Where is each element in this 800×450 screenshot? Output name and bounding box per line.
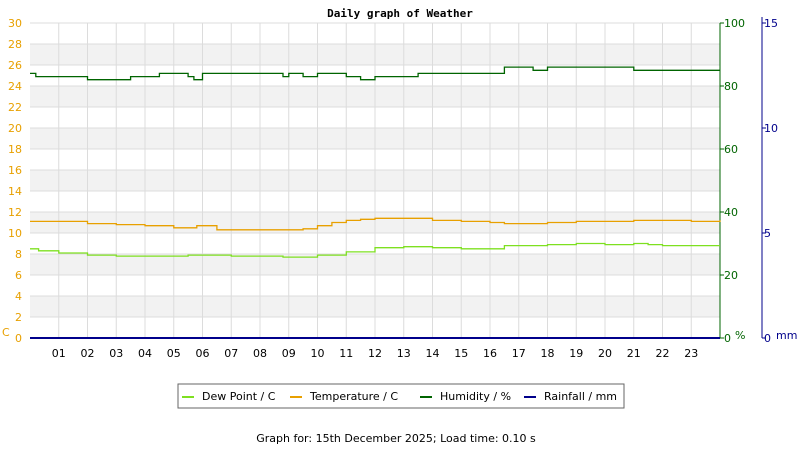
x-tick-label: 16: [483, 347, 497, 360]
rainfall-axis-unit: mm: [776, 329, 797, 342]
x-tick-label: 20: [598, 347, 612, 360]
x-tick-label: 15: [454, 347, 468, 360]
dew-point-c-series-line: [30, 242, 720, 258]
left-axis-unit: C: [2, 326, 10, 339]
x-tick-label: 07: [224, 347, 238, 360]
left-tick-label: 30: [8, 17, 22, 30]
rainfall-tick-label: 10: [764, 122, 778, 135]
x-tick-label: 01: [52, 347, 66, 360]
humidity-tick-label: 20: [724, 269, 738, 282]
rainfall-tick-label: 5: [764, 227, 771, 240]
humidity-tick-label: 0: [724, 332, 731, 345]
x-tick-label: 23: [684, 347, 698, 360]
x-tick-label: 13: [397, 347, 411, 360]
legend: Dew Point / C Temperature / C Humidity / %…: [177, 383, 625, 409]
left-tick-label: 28: [8, 38, 22, 51]
temperature-c-series-line: [30, 217, 721, 231]
x-tick-label: 09: [282, 347, 296, 360]
humidity-series-line: [30, 66, 720, 81]
left-tick-label: 22: [8, 101, 22, 114]
x-tick-label: 03: [109, 347, 123, 360]
x-tick-label: 10: [311, 347, 325, 360]
legend-label-temperature-c: Temperature / C: [309, 390, 398, 403]
x-tick-label: 06: [196, 347, 210, 360]
x-tick-label: 04: [138, 347, 152, 360]
left-tick-label: 6: [15, 269, 22, 282]
x-tick-label: 22: [656, 347, 670, 360]
legend-label-dew-point-c: Dew Point / C: [202, 390, 276, 403]
x-axis-ticks: 01 02 03 04 05 06 07 08 09 10 11 12 13 14 15 16 17 18 19 20…: [52, 347, 699, 360]
legend-label-rainfall-mm: Rainfall / mm: [544, 390, 617, 403]
x-tick-label: 08: [253, 347, 267, 360]
humidity-tick-label: 60: [724, 143, 738, 156]
x-tick-label: 21: [627, 347, 641, 360]
left-tick-label: 12: [8, 206, 22, 219]
legend-box: [177, 383, 625, 409]
humidity-tick-label: 100: [724, 17, 745, 30]
humidity-tick-label: 80: [724, 80, 738, 93]
left-tick-label: 26: [8, 59, 22, 72]
footer-text: Graph for: 15th December 2025; Load time…: [256, 432, 536, 445]
series-layer: [30, 66, 721, 339]
left-tick-label: 10: [8, 227, 22, 240]
rainfall-axis-ticks: 0 5 10 15: [762, 17, 778, 345]
left-tick-label: 4: [15, 290, 22, 303]
axis-lines: [719, 17, 763, 338]
x-tick-label: 05: [167, 347, 181, 360]
x-tick-label: 12: [368, 347, 382, 360]
humidity-axis-unit: %: [735, 329, 745, 342]
chart-title: Daily graph of Weather: [327, 7, 473, 20]
humidity-axis-ticks: 0 20 40 60 80 100: [720, 17, 745, 345]
x-tick-label: 18: [541, 347, 555, 360]
left-tick-label: 16: [8, 164, 22, 177]
humidity-tick-label: 40: [724, 206, 738, 219]
x-tick-label: 17: [512, 347, 526, 360]
rainfall-tick-label: 0: [764, 332, 771, 345]
left-tick-label: 18: [8, 143, 22, 156]
x-tick-label: 11: [339, 347, 353, 360]
x-tick-label: 14: [426, 347, 440, 360]
x-tick-label: 02: [81, 347, 95, 360]
left-tick-label: 8: [15, 248, 22, 261]
grid-lines: [30, 22, 720, 339]
x-tick-label: 19: [569, 347, 583, 360]
left-tick-label: 24: [8, 80, 22, 93]
left-tick-label: 14: [8, 185, 22, 198]
left-tick-label: 20: [8, 122, 22, 135]
left-tick-label: 0: [15, 332, 22, 345]
rainfall-tick-label: 15: [764, 17, 778, 30]
legend-label-humidity: Humidity / %: [440, 390, 511, 403]
left-tick-label: 2: [15, 311, 22, 324]
